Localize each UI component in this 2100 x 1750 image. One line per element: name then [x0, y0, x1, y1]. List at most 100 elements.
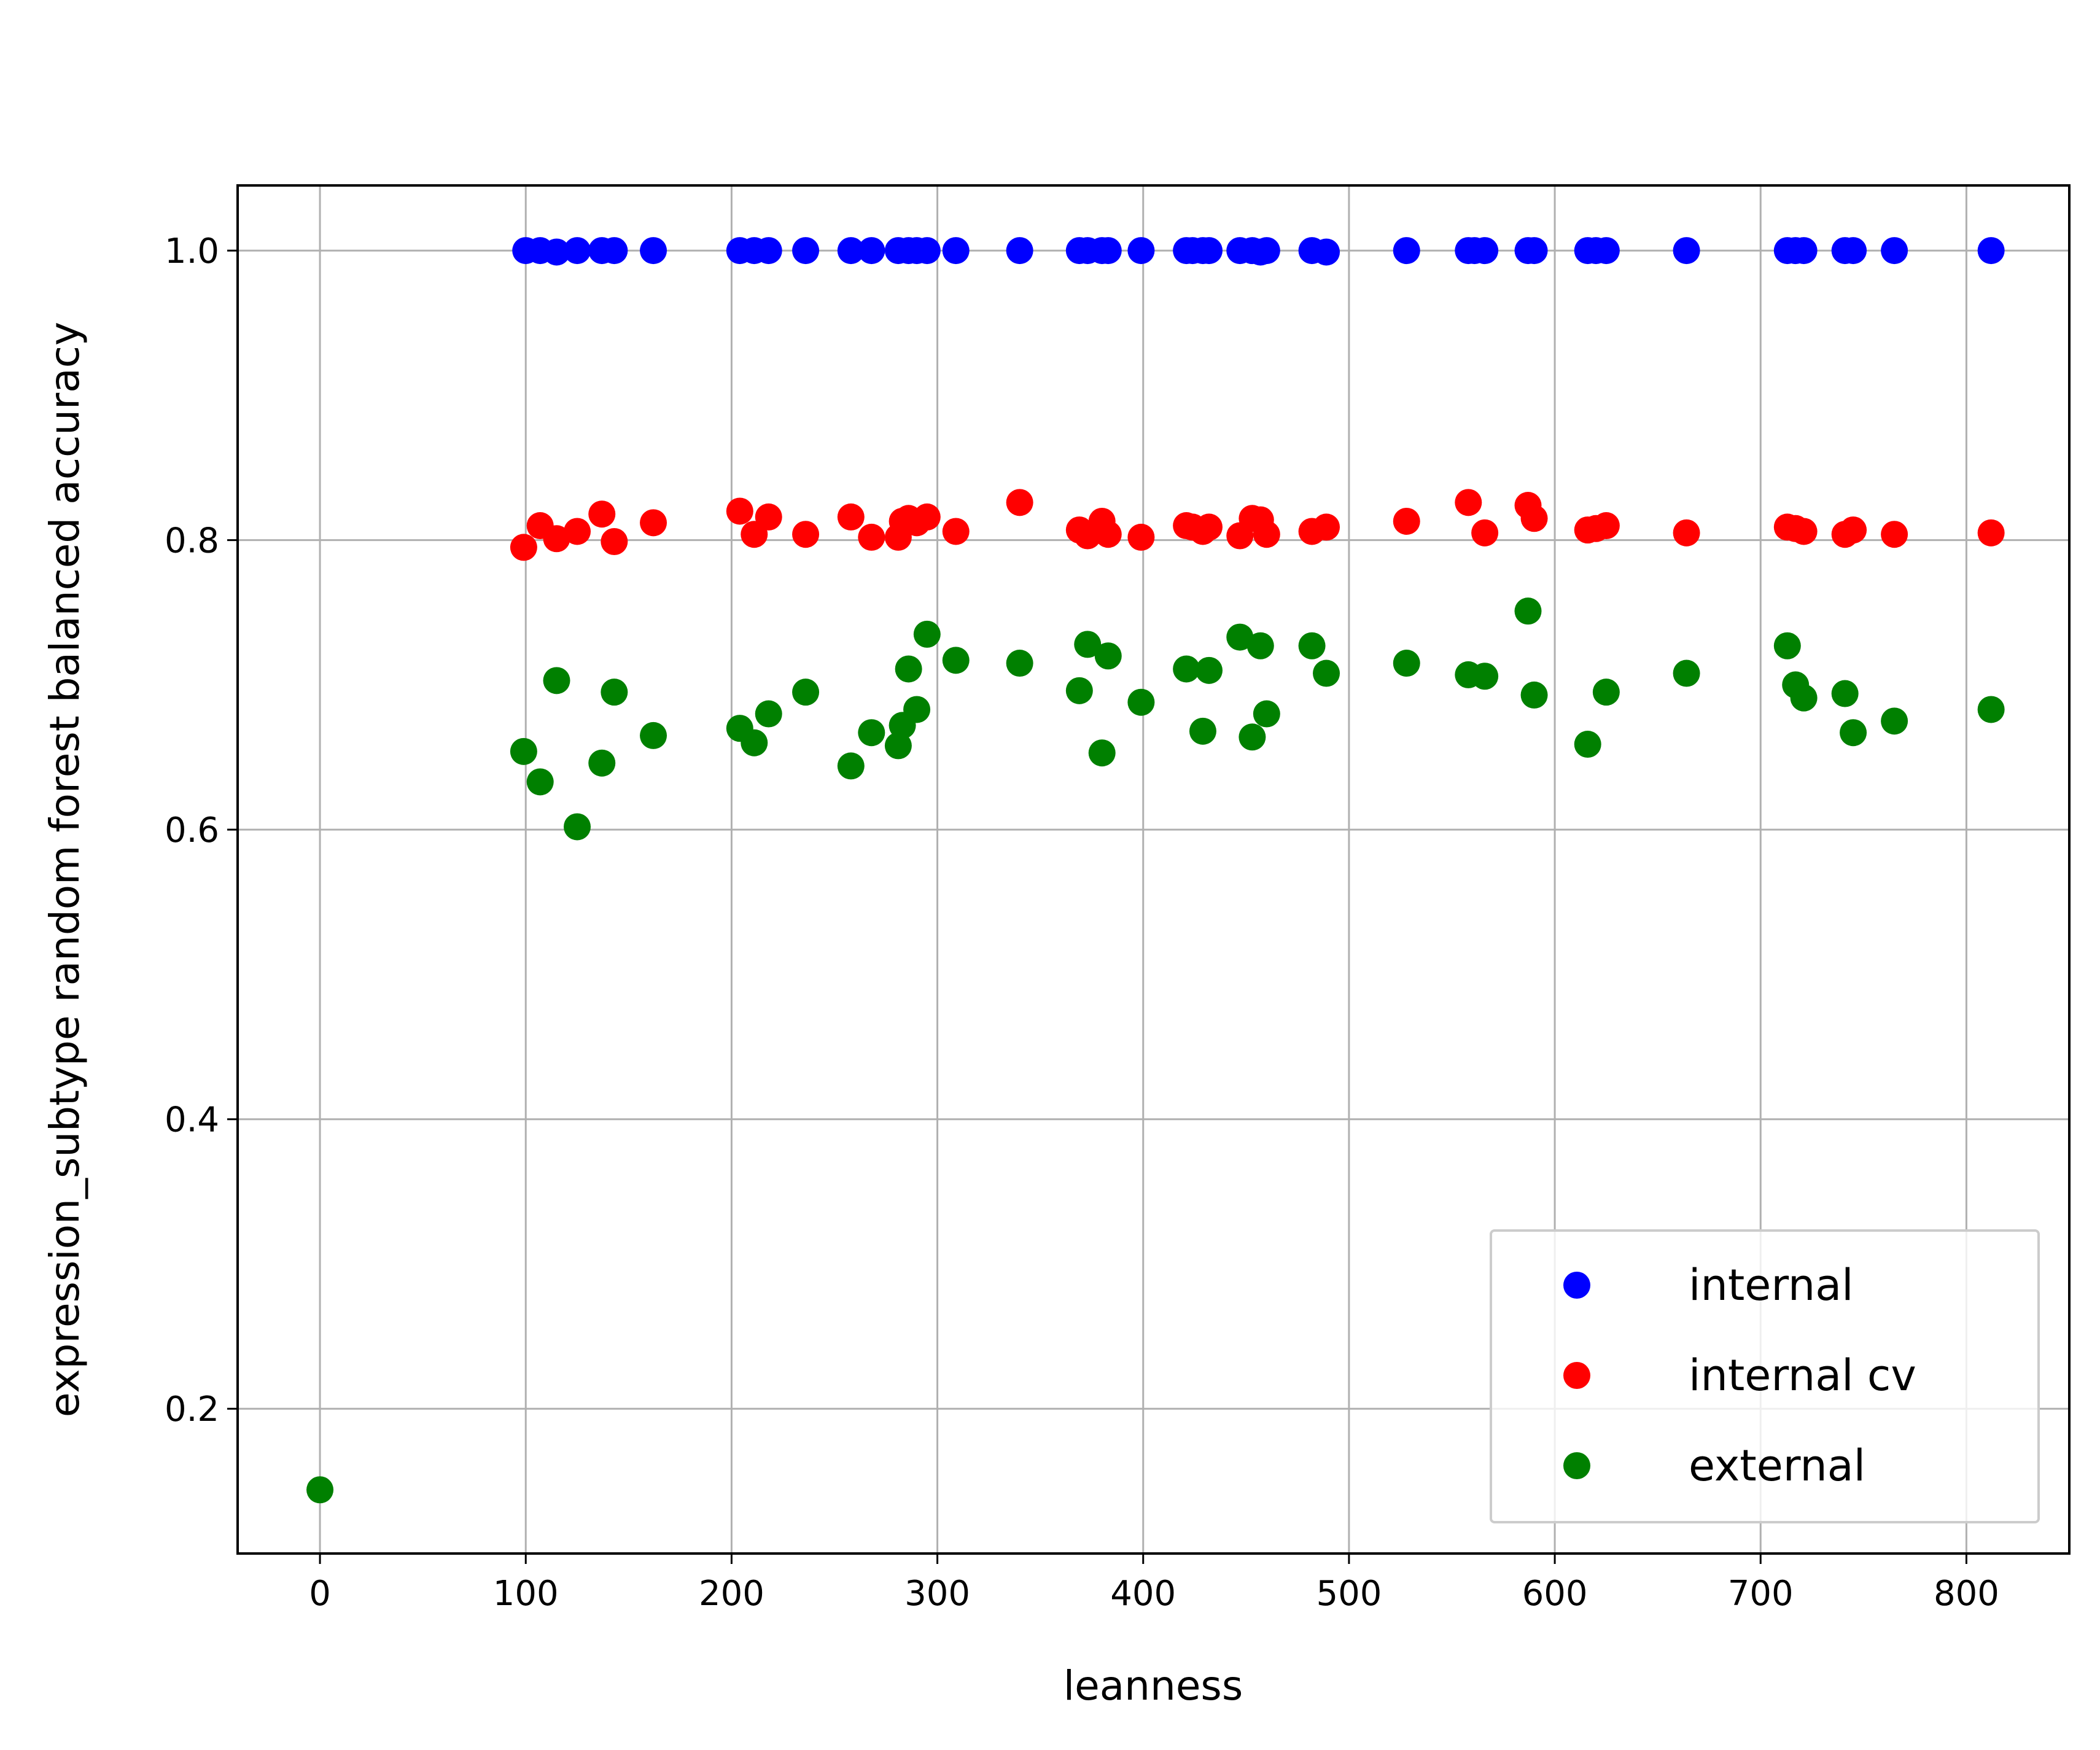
point-internal-cv: [1195, 513, 1223, 541]
point-external: [895, 655, 922, 683]
point-external: [1239, 723, 1266, 751]
point-internal-cv: [755, 503, 782, 531]
y-tick-label: 0.4: [165, 1100, 219, 1140]
point-internal-cv: [1840, 516, 1867, 544]
point-external: [526, 768, 554, 796]
point-internal-cv: [510, 534, 537, 561]
y-axis-ticks: 0.2 0.4 0.6 0.8 1.0: [165, 231, 238, 1429]
point-external: [1127, 688, 1155, 716]
point-internal: [913, 237, 941, 265]
point-internal: [1393, 237, 1420, 265]
x-axis-label: leanness: [1064, 1662, 1243, 1709]
legend-marker-internal: [1563, 1272, 1590, 1299]
point-external: [1574, 731, 1601, 758]
point-internal-cv: [1520, 505, 1548, 532]
point-external: [1298, 632, 1326, 659]
point-internal: [755, 237, 782, 265]
point-external: [1471, 663, 1499, 690]
point-external: [741, 729, 768, 756]
y-tick-label: 1.0: [165, 231, 219, 271]
point-internal-cv: [1977, 519, 2005, 546]
point-internal: [1094, 237, 1122, 265]
point-internal-cv: [564, 518, 591, 545]
point-internal: [792, 237, 820, 265]
point-internal: [1840, 237, 1867, 265]
point-external: [306, 1476, 334, 1504]
point-internal-cv: [1127, 523, 1155, 551]
point-internal: [1790, 237, 1818, 265]
point-external: [1790, 684, 1818, 712]
point-internal-cv: [640, 509, 667, 537]
point-internal-cv: [1592, 512, 1620, 540]
point-internal-cv: [1313, 513, 1340, 541]
point-external: [564, 813, 591, 841]
x-axis-ticks: 0 100 200 300 400 500 600 700 800: [309, 1554, 1999, 1614]
point-external: [1065, 677, 1093, 704]
plot-frame: [236, 184, 2071, 1555]
point-external: [1514, 597, 1542, 625]
legend-box: [1490, 1229, 2040, 1523]
x-tick-label: 0: [309, 1574, 331, 1614]
point-internal: [942, 237, 970, 265]
point-external: [1094, 642, 1122, 670]
point-external: [1977, 696, 2005, 723]
point-external: [1195, 656, 1223, 684]
point-external: [1173, 655, 1200, 683]
point-external: [903, 696, 931, 723]
point-external: [1226, 623, 1254, 651]
point-external: [1246, 632, 1274, 659]
point-external: [543, 667, 570, 694]
point-internal: [1977, 237, 2005, 265]
point-external: [510, 737, 537, 765]
y-tick-label: 0.2: [165, 1390, 219, 1429]
y-axis-label: expression_subtype random forest balance…: [41, 322, 88, 1417]
legend-label-internal: internal: [1689, 1260, 1854, 1310]
data-points: [306, 237, 2005, 1504]
point-external: [1831, 680, 1859, 707]
point-external: [1253, 700, 1280, 728]
point-external: [792, 679, 820, 706]
point-internal: [1006, 237, 1033, 265]
point-external: [1881, 707, 1908, 735]
point-internal: [1520, 237, 1548, 265]
point-internal: [1673, 237, 1700, 265]
point-internal-cv: [1094, 521, 1122, 548]
point-external: [1840, 719, 1867, 747]
point-internal-cv: [858, 523, 885, 551]
point-internal-cv: [1471, 519, 1499, 546]
point-external: [837, 752, 865, 780]
point-internal: [601, 237, 628, 265]
point-external: [1520, 681, 1548, 709]
point-external: [1313, 659, 1340, 687]
x-tick-label: 400: [1110, 1574, 1176, 1614]
point-internal-cv: [588, 500, 616, 528]
point-internal-cv: [601, 527, 628, 555]
point-external: [601, 679, 628, 706]
point-internal-cv: [1673, 519, 1700, 546]
x-tick-label: 800: [1934, 1574, 1999, 1614]
point-internal-cv: [726, 497, 753, 525]
point-internal: [1592, 237, 1620, 265]
point-external: [884, 732, 912, 760]
point-external: [1773, 632, 1801, 659]
point-internal: [1313, 238, 1340, 266]
point-internal: [858, 237, 885, 265]
point-external: [1673, 659, 1700, 687]
point-internal: [1195, 237, 1223, 265]
point-external: [755, 700, 782, 728]
point-internal-cv: [792, 521, 820, 548]
point-internal-cv: [1790, 518, 1818, 545]
point-internal-cv: [543, 525, 570, 553]
point-internal: [837, 237, 865, 265]
legend: internal internal cv external: [1490, 1229, 2040, 1523]
point-internal: [640, 237, 667, 265]
point-external: [1006, 650, 1033, 677]
x-tick-label: 500: [1316, 1574, 1382, 1614]
x-tick-label: 100: [493, 1574, 559, 1614]
legend-label-external: external: [1689, 1441, 1865, 1491]
point-internal-cv: [1455, 489, 1482, 516]
point-internal-cv: [1881, 521, 1908, 548]
point-internal: [1127, 237, 1155, 265]
point-external: [1074, 631, 1102, 658]
